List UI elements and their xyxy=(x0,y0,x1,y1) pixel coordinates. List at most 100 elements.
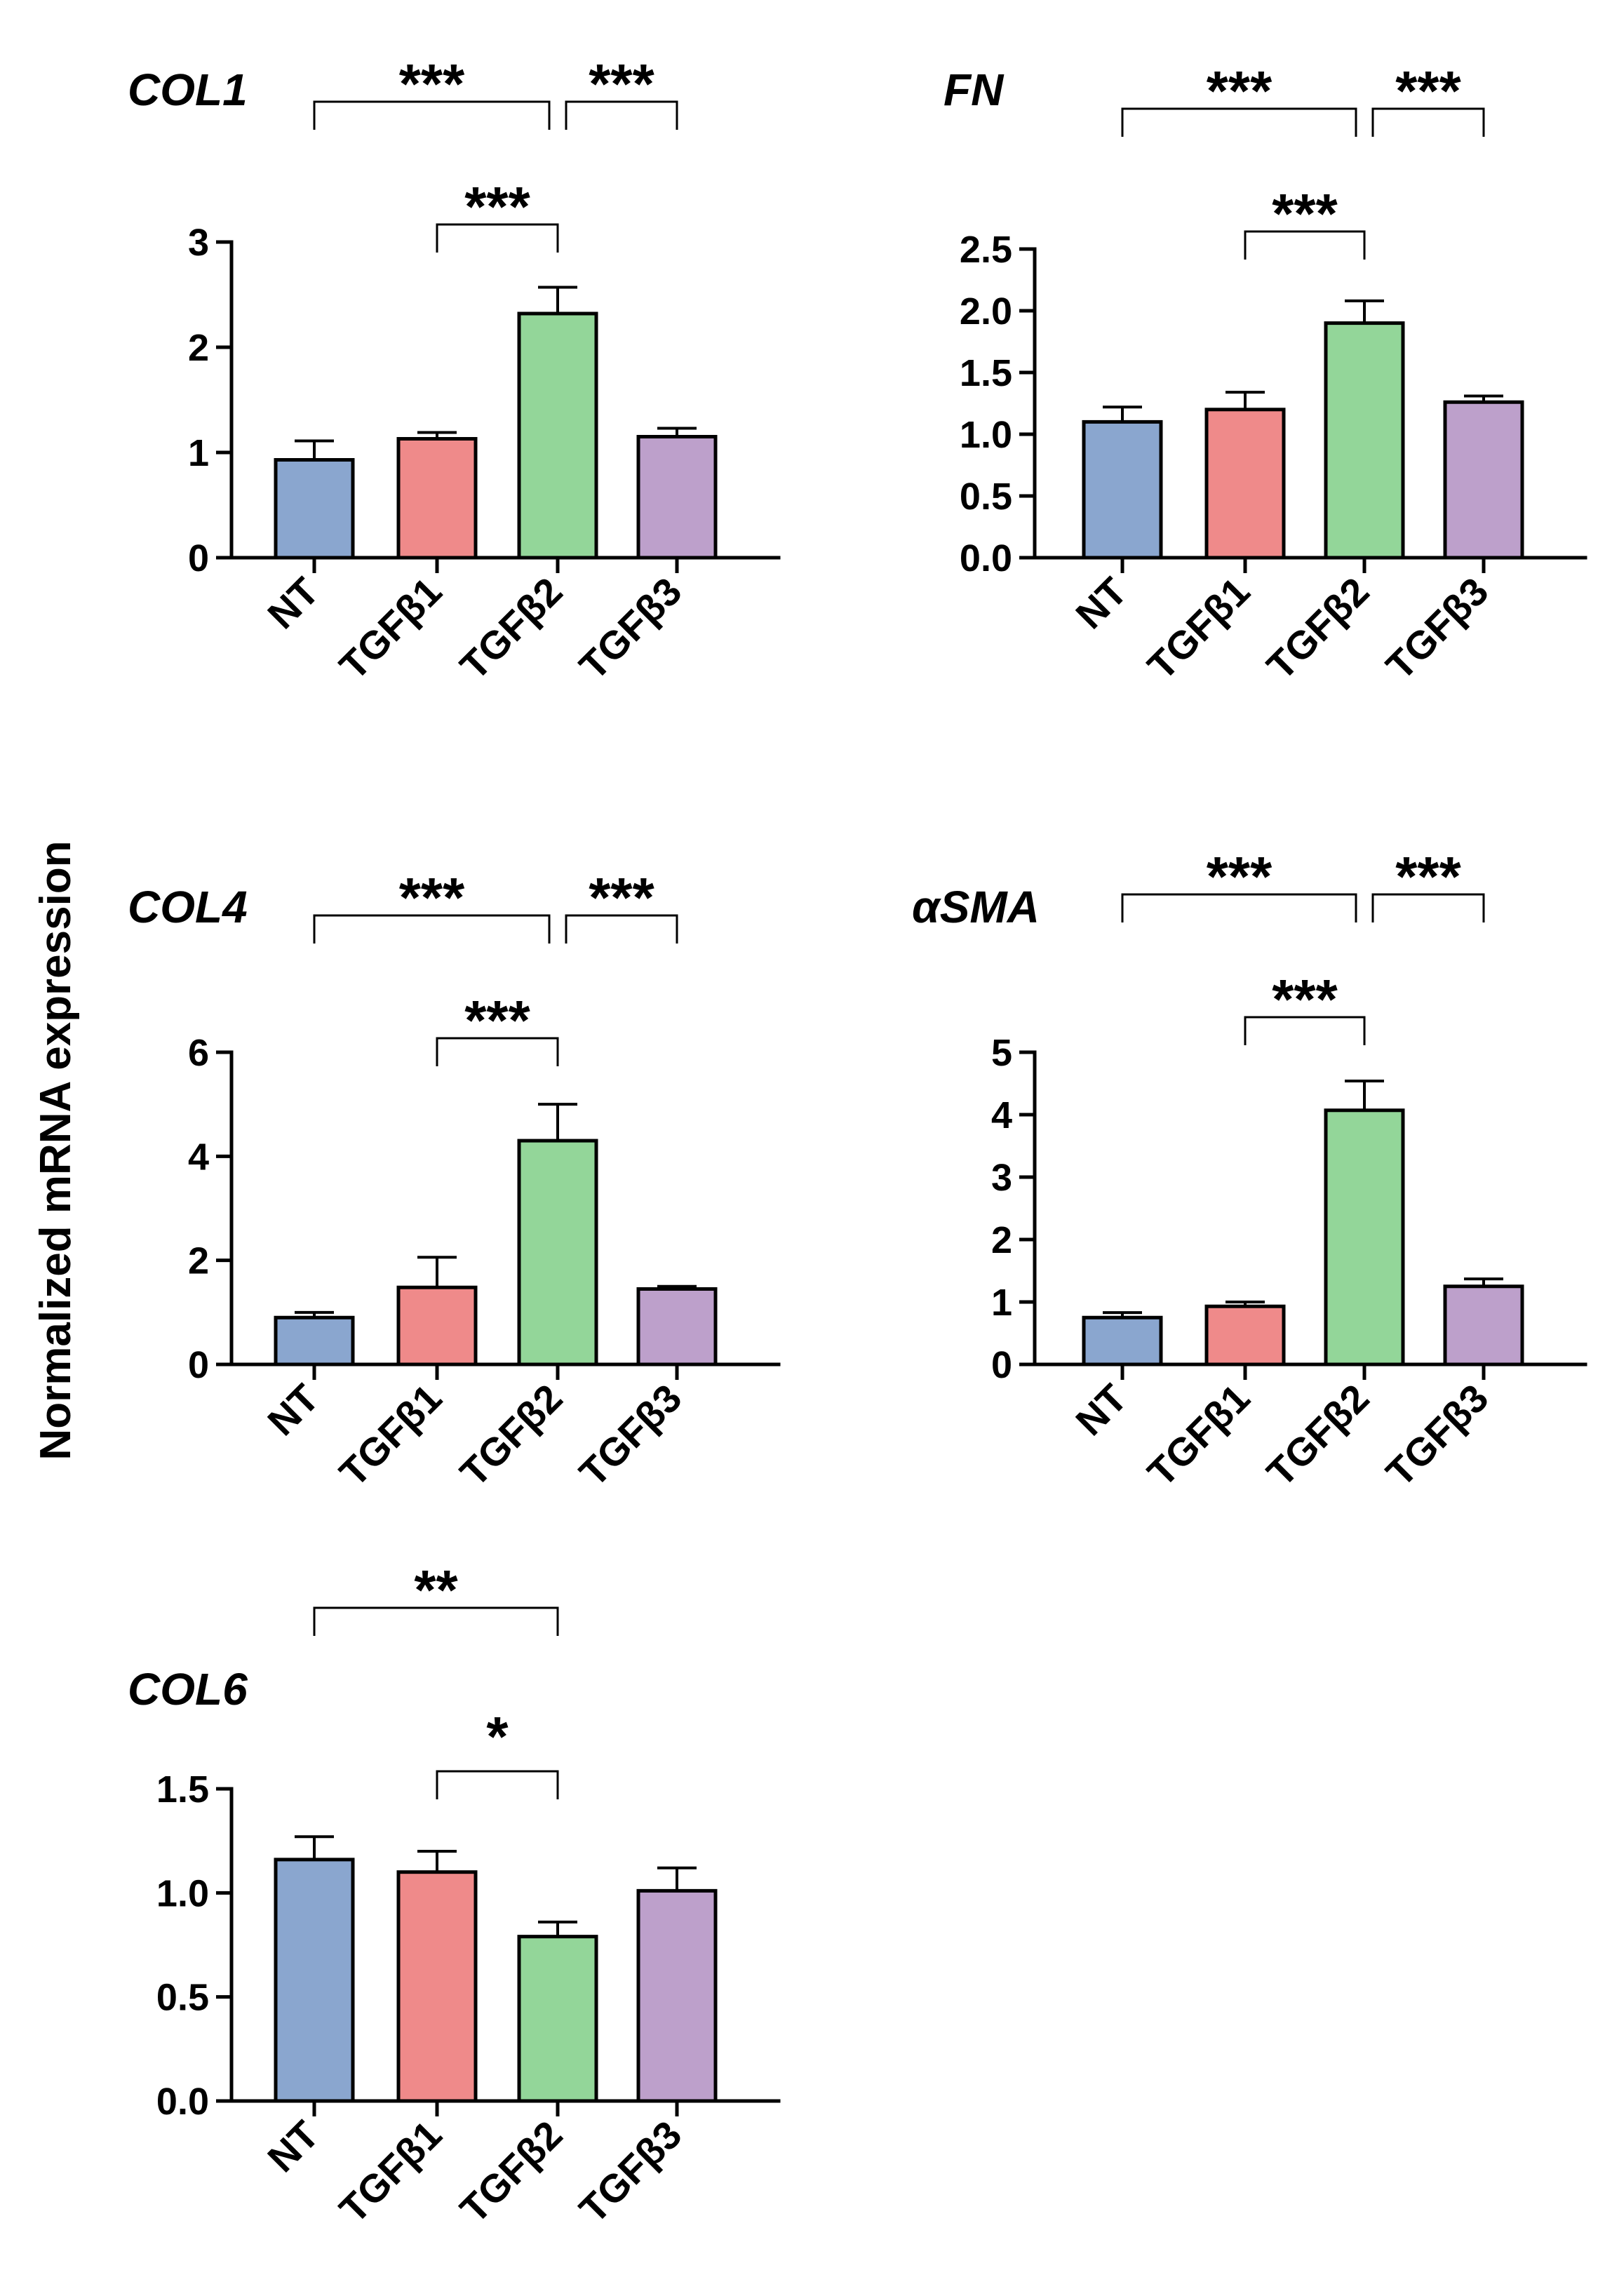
significance-bracket xyxy=(313,1606,559,1636)
panel-title: FN xyxy=(943,65,1005,115)
bar-tgf-1 xyxy=(396,1870,478,2103)
bar-tgf-2 xyxy=(1324,321,1405,560)
significance-bracket xyxy=(1371,107,1485,137)
y-tick-label: 5 xyxy=(991,1032,1012,1074)
significance-bracket xyxy=(313,100,551,130)
x-tick-label-tgf-3: TGFβ3 xyxy=(571,569,690,688)
significance-bracket xyxy=(436,223,559,253)
x-tick-label-nt: NT xyxy=(1067,1376,1135,1444)
significance-label: *** xyxy=(1272,182,1338,245)
significance-bracket xyxy=(436,1037,559,1066)
y-tick-label: 2.5 xyxy=(960,229,1012,271)
y-tick-label: 1.0 xyxy=(156,1872,209,1914)
x-tick-label-nt: NT xyxy=(1067,569,1135,637)
bar-nt xyxy=(274,458,355,560)
x-tick-label-tgf-2: TGFβ2 xyxy=(452,1376,571,1495)
bar-nt xyxy=(1082,419,1163,560)
y-tick-label: 0 xyxy=(188,1344,209,1386)
x-tick-label-tgf-1: TGFβ1 xyxy=(331,2112,450,2231)
y-tick-label: 3 xyxy=(188,222,209,264)
x-tick-label-tgf-3: TGFβ3 xyxy=(1378,1376,1497,1495)
panel-fn: FN 0.0 0.5 1.0 1.5 2.0 2.5 NT TGFβ1 TGFβ2 TGFβ3 ***… xyxy=(943,60,1587,688)
significance-bracket xyxy=(1121,107,1357,137)
significance-bracket xyxy=(565,914,678,944)
significance-bracket xyxy=(565,100,678,130)
bar-tgf-3 xyxy=(636,1888,718,2103)
y-axis-label: Normalized mRNA expression xyxy=(32,840,80,1460)
bar-tgf-2 xyxy=(517,1935,598,2103)
bar-tgf-2 xyxy=(517,1139,598,1367)
y-tick-label: 1.5 xyxy=(960,352,1012,394)
y-tick-label: 0.5 xyxy=(960,476,1012,518)
x-tick-label-tgf-1: TGFβ1 xyxy=(331,1376,450,1495)
x-tick-label-tgf-1: TGFβ1 xyxy=(1139,1376,1258,1495)
bar-tgf-3 xyxy=(1443,1284,1524,1367)
x-tick-label-tgf-2: TGFβ2 xyxy=(452,569,571,688)
significance-label: *** xyxy=(589,866,654,929)
panel-title: COL4 xyxy=(128,882,248,932)
bar-tgf-2 xyxy=(1324,1108,1405,1367)
bar-tgf-1 xyxy=(396,1285,478,1367)
bar-tgf-3 xyxy=(636,1287,718,1367)
y-tick-label: 4 xyxy=(188,1136,209,1178)
x-tick-label-tgf-3: TGFβ3 xyxy=(571,2112,690,2231)
y-tick-label: 2 xyxy=(188,1240,209,1282)
significance-bracket xyxy=(436,1770,559,1799)
bar-tgf-1 xyxy=(1204,1304,1286,1367)
y-tick-label: 2.0 xyxy=(960,290,1012,333)
y-tick-label: 0.0 xyxy=(960,537,1012,579)
x-tick-label-tgf-2: TGFβ2 xyxy=(452,2112,571,2231)
bar-nt xyxy=(274,1315,355,1367)
bar-tgf-3 xyxy=(1443,400,1524,560)
significance-bracket xyxy=(313,914,551,944)
x-tick-label-tgf-3: TGFβ3 xyxy=(571,1376,690,1495)
significance-label: *** xyxy=(399,53,465,115)
x-tick-label-nt: NT xyxy=(259,569,327,637)
significance-label: ** xyxy=(414,1559,458,1621)
significance-bracket xyxy=(1121,893,1357,922)
bar-tgf-1 xyxy=(1204,408,1286,560)
panel-title: COL6 xyxy=(128,1664,248,1714)
x-tick-label-tgf-1: TGFβ1 xyxy=(331,569,450,688)
x-tick-label-nt: NT xyxy=(259,1376,327,1444)
x-tick-label-nt: NT xyxy=(259,2112,327,2180)
y-tick-label: 6 xyxy=(188,1032,209,1074)
significance-label: * xyxy=(486,1705,509,1768)
bar-nt xyxy=(1082,1315,1163,1367)
y-tick-label: 3 xyxy=(991,1157,1012,1199)
significance-label: *** xyxy=(464,175,530,238)
x-tick-label-tgf-2: TGFβ2 xyxy=(1258,569,1378,688)
y-tick-label: 0 xyxy=(188,537,209,579)
panel-title: COL1 xyxy=(128,65,248,115)
significance-label: *** xyxy=(589,53,654,115)
bar-tgf-1 xyxy=(396,437,478,560)
y-tick-label: 1 xyxy=(991,1282,1012,1324)
y-tick-label: 4 xyxy=(991,1094,1012,1136)
y-tick-label: 0.0 xyxy=(156,2081,209,2123)
bar-nt xyxy=(274,1858,355,2103)
significance-bracket xyxy=(1244,230,1366,260)
significance-label: *** xyxy=(1395,845,1461,908)
panel-col4: COL4 0 2 4 6 NT TGFβ1 TGFβ2 TGFβ3 *** *** *** xyxy=(128,866,781,1495)
panel-title: αSMA xyxy=(912,882,1040,932)
y-tick-label: 1.0 xyxy=(960,414,1012,456)
x-tick-label-tgf-3: TGFβ3 xyxy=(1378,569,1497,688)
significance-label: *** xyxy=(1272,968,1338,1030)
y-tick-label: 2 xyxy=(991,1219,1012,1261)
bar-tgf-2 xyxy=(517,311,598,560)
significance-label: *** xyxy=(1395,60,1461,122)
significance-label: *** xyxy=(464,989,530,1052)
significance-label: *** xyxy=(1207,845,1272,908)
y-tick-label: 2 xyxy=(188,327,209,369)
significance-label: *** xyxy=(399,866,465,929)
y-tick-label: 1 xyxy=(188,432,209,474)
bar-tgf-3 xyxy=(636,435,718,560)
y-tick-label: 1.5 xyxy=(156,1768,209,1811)
significance-label: *** xyxy=(1207,60,1272,122)
significance-bracket xyxy=(1371,893,1485,922)
x-tick-label-tgf-1: TGFβ1 xyxy=(1139,569,1258,688)
